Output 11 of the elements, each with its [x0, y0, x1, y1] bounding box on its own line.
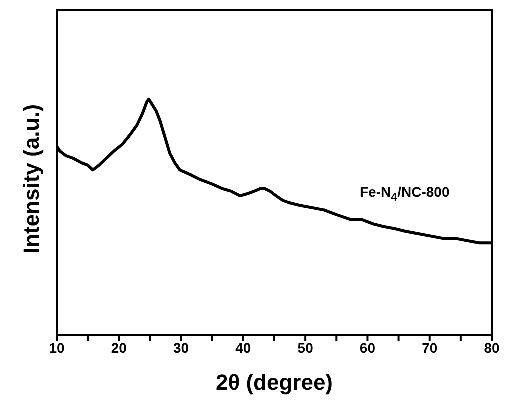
x-axis-title: 2θ (degree)	[216, 370, 334, 395]
x-tick-label: 10	[49, 340, 65, 356]
x-tick-label: 50	[298, 340, 314, 356]
y-axis-title: Intensity (a.u.)	[19, 103, 45, 256]
x-tick-label: 40	[236, 340, 252, 356]
x-tick-label: 60	[360, 340, 376, 356]
series-label: Fe-N$_{4}$/NC-800	[360, 184, 450, 204]
x-tick-label: 30	[173, 340, 190, 356]
x-tick-label: 20	[111, 340, 128, 356]
x-tick-label: 80	[484, 340, 500, 356]
x-tick-label: 70	[422, 340, 438, 356]
